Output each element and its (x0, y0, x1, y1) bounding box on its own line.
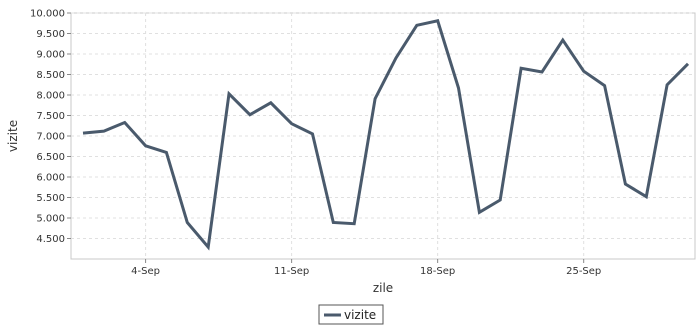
data-point (562, 39, 564, 41)
data-point (374, 98, 376, 100)
data-point (458, 87, 460, 89)
data-point (666, 84, 668, 86)
data-point (353, 223, 355, 225)
y-axis: 4.500 5.000 5.500 6.000 6.500 7.000 7.500 8.000… (30, 9, 71, 245)
data-point (583, 70, 585, 72)
series-line-vizite (82, 19, 690, 251)
y-tick-label: 7.500 (36, 111, 65, 122)
data-point (270, 102, 272, 104)
data-point (625, 183, 627, 185)
series-layer (82, 19, 690, 251)
data-point (416, 25, 418, 27)
y-tick-label: 5.000 (36, 214, 65, 225)
x-axis-label: zile (373, 281, 393, 295)
data-point (604, 85, 606, 87)
data-point (207, 246, 209, 248)
data-point (687, 63, 689, 65)
y-tick-label: 8.500 (36, 70, 65, 81)
data-point (145, 145, 147, 147)
data-point (187, 222, 189, 224)
data-point (499, 199, 501, 201)
data-point (228, 93, 230, 95)
legend-box (318, 304, 384, 325)
data-point (103, 130, 105, 132)
legend: vizite (318, 304, 384, 325)
data-point (333, 222, 335, 224)
data-point (166, 152, 168, 154)
x-tick-label: 18-Sep (420, 266, 455, 277)
x-tick-label: 25-Sep (566, 266, 601, 277)
y-tick-label: 7.000 (36, 132, 65, 143)
data-point (520, 68, 522, 70)
y-tick-label: 5.500 (36, 193, 65, 204)
y-tick-label: 6.500 (36, 152, 65, 163)
y-tick-label: 6.000 (36, 173, 65, 184)
data-point (82, 132, 84, 134)
y-axis-label: vizite (6, 120, 20, 152)
data-point (249, 114, 251, 116)
data-point (312, 133, 314, 135)
x-tick-label: 4-Sep (131, 266, 160, 277)
data-point (291, 123, 293, 125)
y-tick-label: 4.500 (36, 234, 65, 245)
data-point (541, 71, 543, 73)
grid-lines (71, 12, 695, 259)
x-tick-label: 11-Sep (274, 266, 309, 277)
data-point (646, 196, 648, 198)
y-tick-label: 9.500 (36, 29, 65, 40)
x-axis: 4-Sep 11-Sep 18-Sep 25-Sep (131, 259, 601, 277)
y-tick-label: 9.000 (36, 50, 65, 61)
y-tick-label: 8.000 (36, 91, 65, 102)
data-point (124, 122, 126, 124)
y-tick-label: 10.000 (30, 9, 65, 20)
data-point (437, 20, 439, 22)
legend-label: vizite (344, 308, 376, 322)
data-point (479, 212, 481, 214)
data-point (395, 57, 397, 59)
